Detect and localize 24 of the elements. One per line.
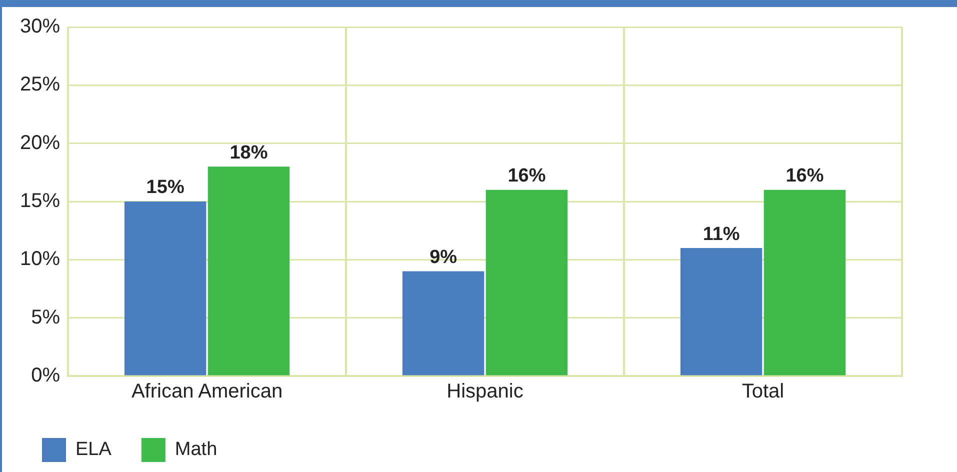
x-tick-label: Total (742, 380, 784, 403)
bar (402, 271, 484, 376)
legend-label: Math (174, 439, 218, 460)
y-tick-label: 30% (20, 16, 60, 38)
bar (208, 166, 290, 376)
legend-label: ELA (76, 439, 112, 460)
bar (764, 190, 846, 376)
x-tick-label: Hispanic (446, 380, 524, 403)
y-tick-label: 20% (20, 132, 60, 154)
y-tick-label: 10% (20, 248, 60, 270)
text: 9% (430, 247, 458, 268)
text: 11% (702, 224, 740, 245)
y-tick-label: 0% (31, 364, 60, 387)
y-tick-label: 5% (31, 306, 60, 328)
x-tick-label: African American (131, 380, 283, 403)
bar (680, 248, 762, 376)
text: 18% (230, 142, 268, 164)
bar (124, 202, 206, 376)
text: 16% (508, 166, 546, 187)
text: 16% (786, 166, 824, 187)
y-tick-label: 15% (20, 190, 60, 212)
text: 15% (146, 177, 184, 198)
y-tick-label: 25% (20, 74, 60, 96)
bar (486, 190, 568, 376)
